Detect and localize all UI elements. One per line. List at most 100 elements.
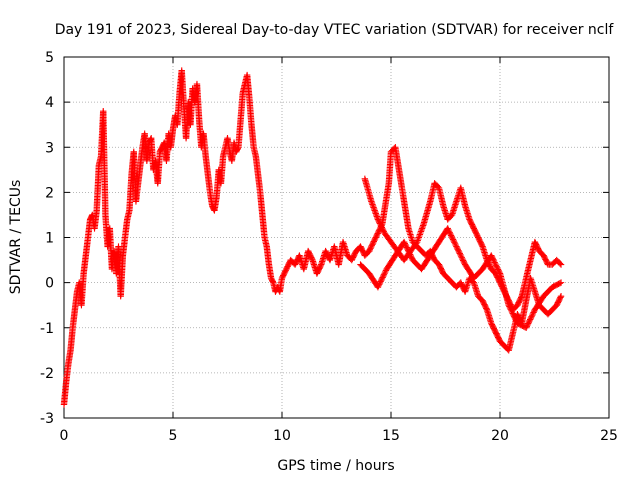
data-point: [523, 323, 531, 330]
data-point: [488, 253, 496, 261]
data-point: [457, 253, 465, 260]
data-point: [454, 246, 461, 253]
data-point: [491, 259, 498, 266]
data-point: [494, 264, 501, 272]
data-point: [510, 311, 517, 319]
x-tick-label: 10: [273, 428, 291, 444]
data-point: [375, 228, 382, 236]
data-point: [509, 310, 516, 317]
data-point: [528, 313, 535, 320]
data-point: [452, 241, 459, 249]
data-point: [459, 255, 466, 263]
data-point: [375, 217, 382, 225]
data-point: [376, 220, 384, 227]
data-point: [447, 232, 455, 239]
data-point: [366, 247, 373, 255]
y-tick-label: 5: [45, 50, 54, 66]
data-point: [459, 257, 467, 264]
data-point: [529, 310, 537, 318]
data-point: [488, 252, 495, 259]
data-point: [478, 242, 486, 249]
data-point: [507, 306, 514, 313]
data-point: [449, 236, 457, 243]
data-point: [460, 258, 467, 265]
data-point: [404, 247, 412, 254]
data-point: [402, 241, 409, 248]
data-point: [490, 256, 497, 263]
data-point: [377, 223, 385, 230]
data-point: [308, 255, 316, 262]
data-point: [413, 240, 420, 247]
data-point: [557, 292, 565, 300]
data-point: [453, 243, 460, 250]
data-point: [524, 321, 531, 329]
data-point: [405, 248, 412, 255]
data-point: [525, 318, 533, 326]
data-point: [379, 227, 387, 234]
data-point: [528, 312, 536, 319]
data-point: [317, 262, 324, 270]
data-point: [447, 230, 454, 238]
data-point: [382, 268, 389, 276]
y-tick-label: 1: [45, 231, 54, 247]
data-point: [376, 218, 383, 226]
data-point: [524, 320, 532, 327]
data-point: [406, 249, 413, 257]
data-point: [517, 294, 525, 301]
data-point: [448, 233, 455, 241]
data-point: [495, 267, 502, 275]
data-point: [376, 279, 384, 287]
data-point: [402, 242, 410, 250]
y-tick-label: 2: [45, 185, 54, 201]
data-point: [556, 280, 563, 287]
data-point: [407, 252, 414, 260]
data-trace-0: [60, 67, 373, 408]
data-point: [369, 241, 376, 248]
y-axis-label: SDTVAR / TECUs: [8, 180, 24, 295]
data-point: [381, 270, 388, 277]
data-point: [458, 254, 465, 261]
axis-ticks: 0 5 10 15 20 25 -3 -2 -1 0 1 2 3 4 5: [40, 50, 618, 444]
gridlines: [64, 57, 609, 418]
data-point: [455, 248, 463, 256]
data-point: [557, 294, 564, 301]
data-point: [530, 309, 537, 316]
data-point: [376, 281, 383, 288]
data-point: [378, 275, 386, 283]
data-point: [366, 246, 374, 253]
data-point: [372, 234, 379, 241]
y-tick-label: -3: [40, 411, 54, 427]
data-point: [367, 243, 375, 251]
data-point: [378, 276, 385, 284]
data-point: [557, 261, 565, 268]
data-point: [451, 240, 459, 247]
data-point: [489, 255, 496, 262]
data-point: [445, 226, 452, 234]
data-point: [400, 238, 408, 246]
data-point: [406, 251, 414, 258]
x-tick-label: 15: [382, 428, 400, 444]
x-tick-label: 20: [491, 428, 509, 444]
data-point: [375, 282, 382, 289]
x-tick-label: 5: [169, 428, 178, 444]
data-point: [526, 317, 533, 325]
data-point: [408, 254, 415, 261]
y-tick-label: 3: [45, 140, 54, 156]
y-tick-label: -2: [40, 366, 54, 382]
x-tick-label: 0: [60, 428, 69, 444]
y-tick-label: 0: [45, 276, 54, 292]
data-point: [373, 232, 380, 240]
data-point: [512, 317, 520, 324]
data-point: [512, 315, 519, 323]
data-point: [457, 251, 464, 259]
data-point: [403, 244, 410, 251]
data-point: [446, 229, 453, 236]
y-tick-label: 4: [45, 95, 54, 111]
data-point: [450, 237, 457, 245]
data-point: [494, 266, 502, 273]
x-axis-label: GPS time / hours: [277, 458, 394, 474]
data-point: [492, 262, 500, 269]
data-point: [451, 239, 458, 246]
data-point: [527, 314, 535, 322]
